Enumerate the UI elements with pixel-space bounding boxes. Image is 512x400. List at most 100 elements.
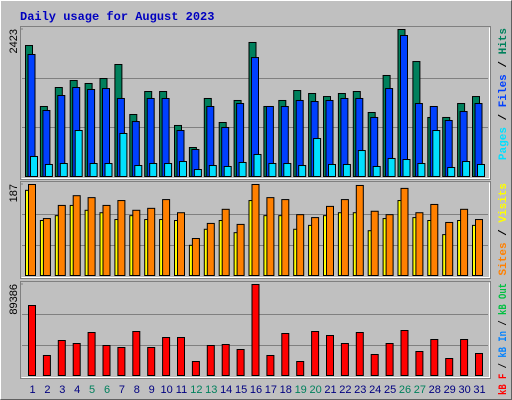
bar [355, 332, 364, 377]
bar [326, 205, 334, 276]
bar [370, 353, 379, 377]
legend-entry: kB In [498, 331, 510, 358]
bar [179, 161, 187, 178]
bar [30, 155, 38, 178]
bar [191, 361, 200, 376]
x-tick-label: 21 [324, 384, 336, 396]
bar [28, 184, 36, 276]
bar [430, 339, 439, 377]
legend-separator: / [498, 315, 510, 331]
x-tick-label: 17 [265, 384, 277, 396]
bar [221, 208, 230, 276]
bar [460, 208, 469, 276]
bar [206, 222, 215, 276]
legend-separator: / [498, 54, 510, 74]
x-tick-label: 31 [473, 384, 485, 396]
bar [266, 354, 275, 376]
bar [177, 212, 185, 276]
x-tick-label: 24 [369, 384, 381, 396]
legend: kB F / kB In / kB Out [498, 283, 510, 395]
bar [313, 138, 322, 177]
bar [400, 187, 409, 276]
x-tick-label: 26 [399, 384, 411, 396]
x-tick-label: 15 [235, 384, 247, 396]
bar [147, 207, 156, 277]
bar [193, 169, 202, 178]
legend-entry: Pages [498, 127, 510, 160]
bar [191, 238, 200, 276]
bar [415, 351, 424, 376]
bar [147, 347, 156, 377]
bar [208, 165, 217, 177]
bar [402, 159, 411, 177]
bar [253, 153, 262, 177]
legend-separator: / [498, 107, 510, 127]
x-tick-label: 7 [119, 384, 125, 396]
bar [72, 195, 81, 277]
chart-title: Daily usage for August 2023 [20, 10, 214, 24]
bar [415, 212, 424, 276]
bar [59, 163, 68, 178]
x-tick-label: 14 [220, 384, 232, 396]
legend-entry: kB Out [498, 283, 510, 315]
bar [28, 304, 36, 377]
x-tick-label: 19 [295, 384, 307, 396]
y-tick-label: 89386 [8, 284, 20, 315]
legend-separator: / [498, 358, 510, 374]
bar [42, 354, 51, 376]
bar [44, 163, 53, 178]
bar [102, 344, 111, 376]
bar [162, 199, 171, 276]
bar [251, 184, 260, 276]
y-tick-label: 2423 [8, 29, 20, 53]
bar [132, 209, 141, 276]
bar [87, 332, 96, 377]
bar [117, 347, 126, 377]
legend-separator: / [498, 223, 510, 243]
bar [385, 214, 394, 277]
bar [417, 163, 426, 178]
x-tick-label: 20 [309, 384, 321, 396]
x-tick-label: 13 [205, 384, 217, 396]
bar [104, 163, 113, 178]
bar [268, 163, 277, 178]
x-tick-label: 9 [149, 384, 155, 396]
bar [296, 361, 305, 376]
bar [475, 219, 483, 276]
bar [477, 163, 485, 178]
x-tick-label: 11 [176, 384, 187, 396]
bar [251, 284, 260, 376]
bar [370, 210, 379, 276]
bar [221, 344, 230, 376]
bar [238, 161, 247, 177]
bar [72, 343, 81, 376]
bar [149, 163, 158, 178]
bar [266, 197, 275, 276]
bar [236, 223, 245, 277]
x-tick-label: 18 [280, 384, 292, 396]
bar [281, 333, 290, 376]
panel-bevel [21, 27, 490, 179]
x-tick-label: 8 [134, 384, 140, 396]
x-tick-label: 10 [160, 384, 172, 396]
legend-entry: Sites [498, 242, 510, 275]
bar [119, 132, 128, 177]
legend: Sites / Visits [498, 183, 510, 275]
bar [283, 163, 292, 178]
y-tick-label: 187 [8, 184, 20, 202]
x-tick-label: 16 [250, 384, 262, 396]
bar [74, 130, 83, 178]
x-tick-label: 23 [354, 384, 366, 396]
x-tick-label: 5 [89, 384, 95, 396]
bar [87, 197, 96, 276]
bar [177, 337, 185, 377]
x-tick-label: 28 [429, 384, 441, 396]
legend-entry: kB F [498, 374, 510, 395]
bar [445, 357, 454, 376]
bar [281, 199, 290, 276]
bar [357, 150, 366, 178]
x-tick-label: 6 [104, 384, 110, 396]
bar [445, 221, 454, 276]
